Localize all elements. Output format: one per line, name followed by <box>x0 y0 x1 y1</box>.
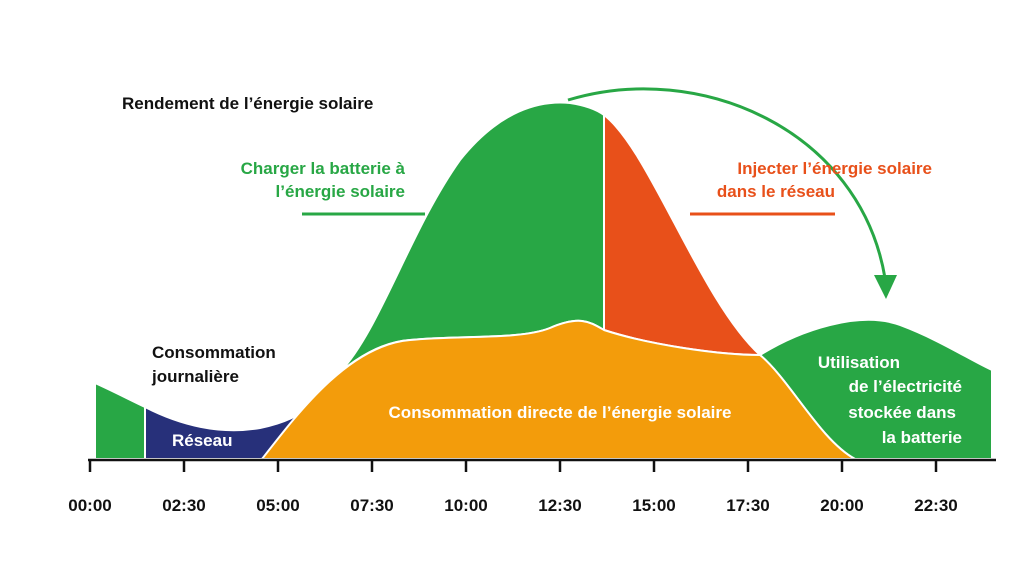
time-label: 22:30 <box>914 496 957 515</box>
title: Rendement de l’énergie solaire <box>122 94 373 113</box>
time-label: 07:30 <box>350 496 393 515</box>
consumption-label: Consommation <box>152 343 276 362</box>
time-label: 00:00 <box>68 496 111 515</box>
inject-label: Injecter l’énergie solaire <box>737 159 932 178</box>
storage-label: la batterie <box>882 428 962 447</box>
time-label: 17:30 <box>726 496 769 515</box>
inject-label: dans le réseau <box>717 182 835 201</box>
time-label: 02:30 <box>162 496 205 515</box>
tick-group: 00:00 02:30 05:00 07:30 10:00 12:30 15:00 17:30… <box>68 460 958 515</box>
consumption-label: journalière <box>151 367 239 386</box>
storage-label: Utilisation <box>818 353 900 372</box>
time-label: 10:00 <box>444 496 487 515</box>
arrow <box>567 87 887 279</box>
grid-label: Réseau <box>172 431 232 450</box>
time-label: 20:00 <box>820 496 863 515</box>
time-label: 15:00 <box>632 496 675 515</box>
storage-label: de l’électricité <box>849 377 962 396</box>
direct-consumption-area <box>259 319 856 460</box>
time-label: 12:30 <box>538 496 581 515</box>
storage-label: stockée dans <box>848 403 956 422</box>
direct-label: Consommation directe de l’énergie solair… <box>389 403 732 422</box>
charge-label: Charger la batterie à <box>241 159 406 178</box>
arrow-head <box>874 275 897 299</box>
time-label: 05:00 <box>256 496 299 515</box>
charge-label: l’énergie solaire <box>276 182 405 201</box>
